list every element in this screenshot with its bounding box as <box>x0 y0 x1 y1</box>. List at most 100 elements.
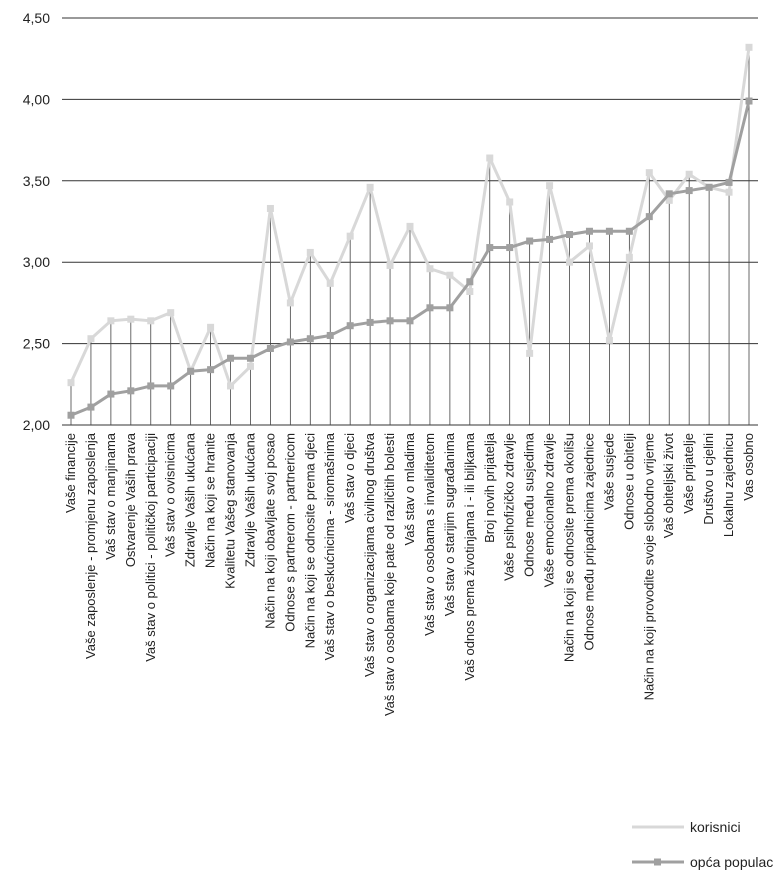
data-point <box>426 265 434 273</box>
data-point <box>67 379 75 387</box>
x-tick-label: Vaš stav o osobama s invaliditetom <box>422 433 437 636</box>
x-tick-label: Broj novih prijatelja <box>482 432 497 543</box>
x-tick-label: Vas osobno <box>741 433 756 501</box>
data-point <box>87 335 95 343</box>
x-tick-label: Vaše financije <box>63 433 78 513</box>
data-point <box>725 178 733 186</box>
data-point <box>167 309 175 317</box>
data-point <box>246 362 254 370</box>
data-point <box>207 366 215 374</box>
data-point <box>67 411 75 419</box>
x-tick-label: Vaš stav o ovisnicima <box>163 432 178 557</box>
data-point <box>346 232 354 240</box>
data-point <box>585 227 593 235</box>
x-tick-label: Ostvarenje Vaših prava <box>123 432 138 567</box>
x-tick-label: Vaš stav o mladima <box>402 432 417 545</box>
data-point <box>665 190 673 198</box>
series-korisnici <box>67 43 753 390</box>
data-point <box>566 258 574 266</box>
data-point <box>546 182 554 190</box>
data-point <box>306 248 314 256</box>
data-point <box>446 271 454 279</box>
data-point <box>306 335 314 343</box>
data-point <box>486 154 494 162</box>
data-point <box>466 278 474 286</box>
x-tick-label: Zdravlje Vaših ukućana <box>183 432 198 567</box>
x-tick-label: Odnose u obitelji <box>621 433 636 530</box>
x-tick-label: Način na koji obavljate svoj posao <box>262 433 277 629</box>
legend: korisnici opća populacija <box>632 819 773 870</box>
data-point <box>366 318 374 326</box>
data-point <box>107 390 115 398</box>
data-point <box>286 299 294 307</box>
series-layer <box>67 43 753 419</box>
data-point <box>526 349 534 357</box>
data-point <box>406 222 414 230</box>
data-point <box>625 253 633 261</box>
y-tick-label: 3,50 <box>23 173 50 189</box>
data-point <box>326 279 334 287</box>
x-tick-label: Vaš stav o organizacijama civilnog društ… <box>362 432 377 677</box>
x-tick-label: Odnose među susjedima <box>522 432 537 577</box>
y-tick-label: 4,50 <box>23 10 50 26</box>
data-point <box>745 43 753 51</box>
data-point <box>286 338 294 346</box>
data-point <box>486 244 494 252</box>
x-tick-label: Vaše prijatelje <box>681 433 696 514</box>
x-tick-label: Vaše zaposlenje - promjenu zaposlenja <box>83 432 98 659</box>
y-axis: 2,00 2,50 3,00 3,50 4,00 4,50 <box>23 10 50 433</box>
x-axis: Vaše financije Vaše zaposlenje - promjenu… <box>63 432 756 716</box>
y-tick-label: 4,00 <box>23 91 50 107</box>
data-point <box>446 304 454 312</box>
data-point <box>546 235 554 243</box>
data-point <box>207 323 215 331</box>
series-opca-populacija <box>67 97 753 419</box>
x-tick-label: Kvalitetu Vašeg stanovanja <box>223 432 238 589</box>
data-point <box>107 317 115 325</box>
data-point <box>645 213 653 221</box>
x-tick-label: Odnose među pripadnicima zajednice <box>581 433 596 651</box>
data-point <box>506 244 514 252</box>
data-point <box>725 188 733 196</box>
x-tick-label: Način na koji se odnosite prema okolišu <box>562 433 577 662</box>
data-point <box>645 169 653 177</box>
legend-label: korisnici <box>690 819 741 835</box>
data-point <box>685 170 693 178</box>
data-point <box>585 242 593 250</box>
data-point <box>605 336 613 344</box>
data-point <box>227 354 235 362</box>
data-point <box>426 304 434 312</box>
data-point <box>127 315 135 323</box>
data-point <box>406 317 414 325</box>
x-tick-label: Način na koji se odnosite prema djeci <box>302 433 317 648</box>
data-point <box>625 227 633 235</box>
x-tick-label: Odnose s partnerom - partnericom <box>282 433 297 632</box>
x-tick-label: Lokalnu zajednicu <box>721 433 736 537</box>
x-tick-label: Način na koji provodite svoje slobodno v… <box>641 433 656 700</box>
data-point <box>386 261 394 269</box>
data-point <box>127 387 135 395</box>
x-tick-label: Vaš stav o manjinama <box>103 432 118 560</box>
x-tick-label: Vaš odnos prema životinjama i - ili bilj… <box>462 432 477 680</box>
data-point <box>187 367 195 375</box>
data-point <box>266 204 274 212</box>
x-tick-label: Vaš stav o osobama koje pate od različit… <box>382 433 397 716</box>
x-tick-label: Vaše susjede <box>601 433 616 510</box>
data-point <box>466 288 474 296</box>
x-tick-label: Vaše psihofizičko zdravlje <box>502 433 517 581</box>
x-tick-label: Vaše emocionalno zdravlje <box>542 433 557 587</box>
legend-marker <box>654 858 661 866</box>
data-point <box>506 198 514 206</box>
y-tick-label: 2,00 <box>23 417 50 433</box>
data-point <box>665 196 673 204</box>
data-point <box>147 317 155 325</box>
data-point <box>386 317 394 325</box>
data-point <box>745 97 753 105</box>
data-point <box>326 331 334 339</box>
data-point <box>227 382 235 390</box>
y-tick-label: 2,50 <box>23 336 50 352</box>
drop-lines <box>70 47 750 425</box>
data-point <box>705 183 713 191</box>
